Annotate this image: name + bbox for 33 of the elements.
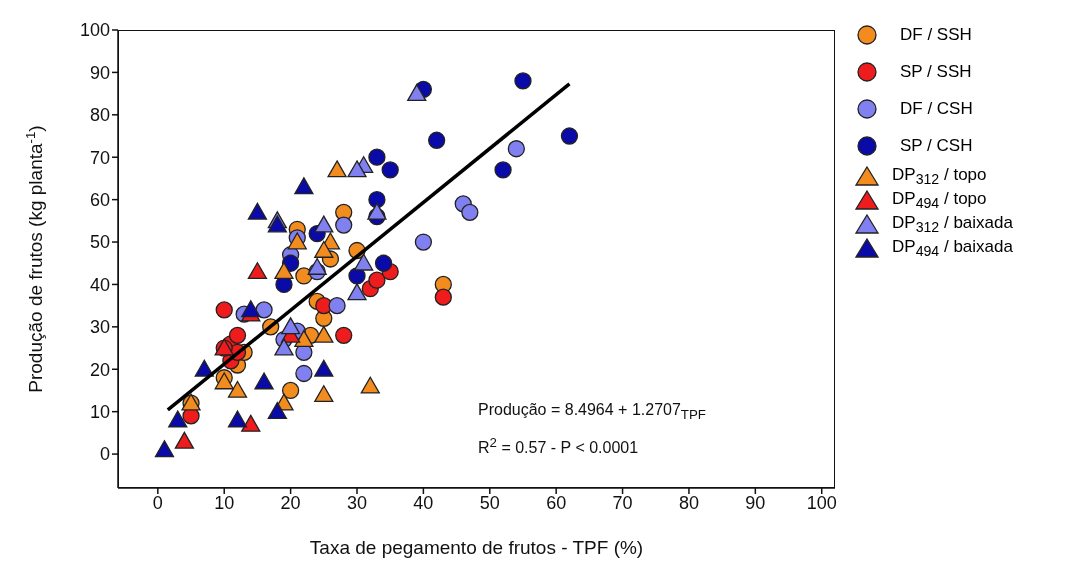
y-tick-label: 80	[89, 105, 110, 126]
legend-label: DP$_{312}$ / baixada	[892, 212, 1013, 236]
x-tick-label: 0	[152, 492, 163, 513]
y-tick-label: 40	[89, 274, 110, 295]
y-tick-label: 10	[89, 402, 110, 423]
x-axis-title: Taxa de pegamento de frutos - TPF (%)	[309, 537, 644, 558]
legend-label: DP$_{494}$ / baixada	[892, 236, 1013, 260]
legend-label: SP / SSH	[900, 61, 972, 82]
x-tick-label: 20	[280, 492, 301, 513]
x-tick-label: 30	[346, 492, 368, 513]
x-tick-label: 60	[546, 492, 567, 513]
y-tick-label: 50	[89, 232, 110, 253]
legend-label: DP$_{312}$ / topo	[892, 164, 987, 188]
x-tick-label: 40	[413, 492, 434, 513]
y-tick-label: 60	[89, 190, 110, 211]
y-tick-label: 100	[79, 20, 110, 41]
x-tick-label: 10	[214, 492, 235, 513]
legend-label: SP / CSH	[900, 135, 973, 156]
x-tick-label: 80	[678, 492, 699, 513]
annotation: Produção = 8.4964 + 1.2707$_{TPF}$	[478, 400, 707, 425]
annotation: R$^{2}$ = 0.57 - P < 0.0001	[478, 434, 640, 459]
x-tick-label: 70	[612, 492, 633, 513]
y-tick-label: 30	[89, 317, 110, 338]
y-tick-label: 70	[89, 147, 110, 168]
x-tick-label: 50	[479, 492, 500, 513]
legend-label: DP$_{494}$ / topo	[892, 188, 987, 212]
y-tick-label: 0	[99, 444, 110, 465]
x-tick-label: 100	[806, 492, 837, 513]
x-tick-label: 90	[745, 492, 766, 513]
y-tick-label: 90	[89, 62, 110, 83]
y-tick-label: 20	[89, 359, 110, 380]
legend-label: DF / SSH	[900, 24, 972, 45]
legend-label: DF / CSH	[900, 98, 973, 119]
